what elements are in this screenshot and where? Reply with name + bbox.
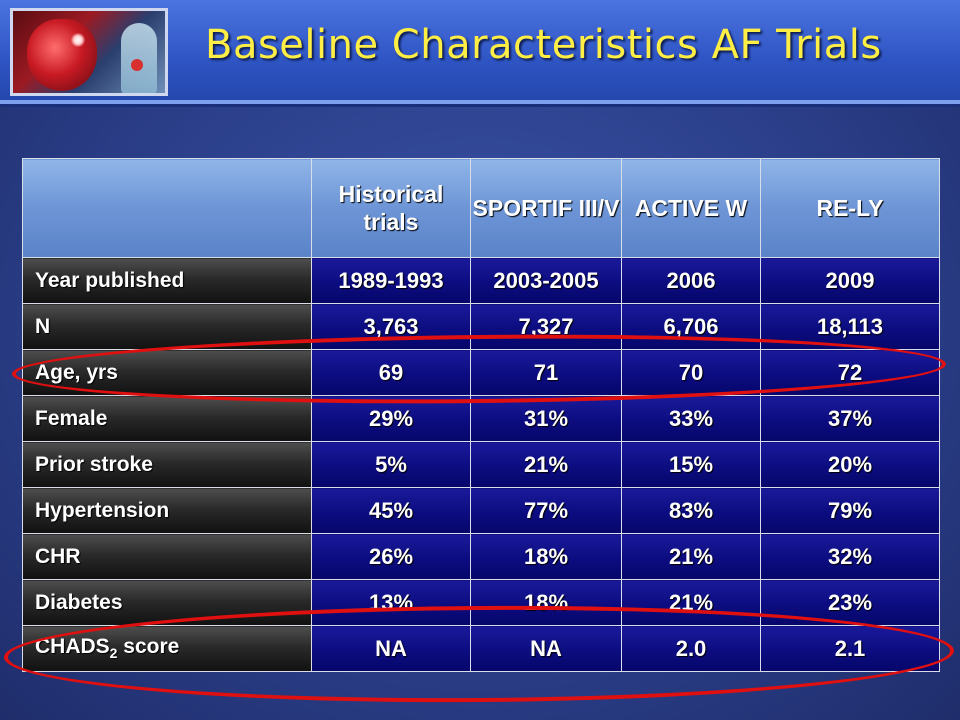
table-cell: 77%: [470, 487, 622, 534]
row-label-subscript: 2: [109, 645, 118, 662]
header-re-ly: RE-LY: [760, 158, 940, 258]
table-cell: 71: [470, 349, 622, 396]
table-cell: 18,113: [760, 303, 940, 350]
table-cell: 2006: [621, 257, 761, 304]
row-label: Prior stroke: [22, 441, 312, 488]
table-row: Prior stroke 5% 21% 15% 20%: [22, 441, 940, 488]
table-cell: 18%: [470, 579, 622, 626]
baseline-characteristics-table: Historical trials SPORTIF III/V ACTIVE W…: [22, 158, 940, 672]
table-cell: 32%: [760, 533, 940, 580]
row-label: Female: [22, 395, 312, 442]
table-cell: 33%: [621, 395, 761, 442]
table-row: Age, yrs 69 71 70 72: [22, 349, 940, 396]
table-cell: NA: [311, 625, 471, 672]
table-cell: 72: [760, 349, 940, 396]
row-label-tail: score: [117, 635, 180, 659]
human-figure-image: [121, 23, 157, 93]
table-cell: 2.1: [760, 625, 940, 672]
table-cell: 26%: [311, 533, 471, 580]
table-cell: 21%: [470, 441, 622, 488]
table-cell: 5%: [311, 441, 471, 488]
row-label: Age, yrs: [22, 349, 312, 396]
table-cell: 1989-1993: [311, 257, 471, 304]
table-row: Female 29% 31% 33% 37%: [22, 395, 940, 442]
row-label-main: CHADS: [35, 635, 110, 659]
row-label: CHR: [22, 533, 312, 580]
heart-image: [27, 19, 97, 91]
table-row: Diabetes 13% 18% 21% 23%: [22, 579, 940, 626]
table-cell: 2003-2005: [470, 257, 622, 304]
header-active-w: ACTIVE W: [621, 158, 761, 258]
table-cell: 69: [311, 349, 471, 396]
header-historical-trials: Historical trials: [311, 158, 471, 258]
table-cell: 37%: [760, 395, 940, 442]
table-cell: 2009: [760, 257, 940, 304]
row-label: CHADS2 score: [22, 625, 312, 672]
heart-anatomy-logo: [10, 8, 168, 96]
spark-glow: [71, 33, 85, 47]
row-label: Year published: [22, 257, 312, 304]
row-label: Diabetes: [22, 579, 312, 626]
table-cell: NA: [470, 625, 622, 672]
table-cell: 79%: [760, 487, 940, 534]
table-row: CHR 26% 18% 21% 32%: [22, 533, 940, 580]
table-cell: 23%: [760, 579, 940, 626]
table-row: CHADS2 score NA NA 2.0 2.1: [22, 625, 940, 672]
header-sportif: SPORTIF III/V: [470, 158, 622, 258]
table-cell: 3,763: [311, 303, 471, 350]
slide-header: Baseline Characteristics AF Trials: [0, 0, 960, 104]
table-cell: 21%: [621, 533, 761, 580]
table-cell: 83%: [621, 487, 761, 534]
table-cell: 13%: [311, 579, 471, 626]
table-cell: 18%: [470, 533, 622, 580]
header-corner-cell: [22, 158, 312, 258]
table-cell: 7,327: [470, 303, 622, 350]
table-row: N 3,763 7,327 6,706 18,113: [22, 303, 940, 350]
figure-heart-image: [131, 59, 143, 71]
table-cell: 31%: [470, 395, 622, 442]
table-cell: 45%: [311, 487, 471, 534]
row-label: Hypertension: [22, 487, 312, 534]
table-cell: 6,706: [621, 303, 761, 350]
table-cell: 2.0: [621, 625, 761, 672]
slide-title: Baseline Characteristics AF Trials: [205, 22, 882, 68]
table-cell: 70: [621, 349, 761, 396]
table-cell: 21%: [621, 579, 761, 626]
table-cell: 20%: [760, 441, 940, 488]
table-row: Hypertension 45% 77% 83% 79%: [22, 487, 940, 534]
row-label: N: [22, 303, 312, 350]
table-row: Year published 1989-1993 2003-2005 2006 …: [22, 257, 940, 304]
table-cell: 29%: [311, 395, 471, 442]
table-header-row: Historical trials SPORTIF III/V ACTIVE W…: [22, 158, 940, 258]
table-cell: 15%: [621, 441, 761, 488]
